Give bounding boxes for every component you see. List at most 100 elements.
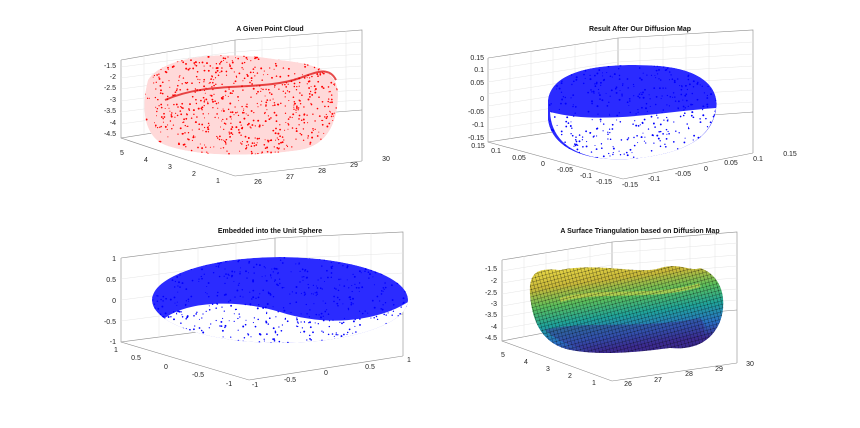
cloud-point (265, 279, 268, 282)
cloud-point (316, 73, 319, 76)
cloud-point (321, 339, 323, 342)
cloud-point (332, 319, 334, 321)
cloud-point (709, 121, 712, 124)
cloud-point (377, 262, 379, 265)
cloud-point (329, 148, 332, 151)
cloud-point (602, 75, 604, 77)
cloud-point (177, 285, 179, 287)
cloud-point (298, 263, 300, 265)
cloud-point (155, 106, 157, 108)
cloud-point (376, 295, 379, 298)
cloud-point (208, 327, 210, 329)
right-tick-label: -0.15 (622, 182, 638, 189)
cloud-ridge (164, 70, 337, 101)
left-tick-label: 0 (164, 364, 168, 371)
cloud-point (261, 100, 263, 102)
cloud-point (233, 271, 236, 273)
cloud-point (356, 337, 358, 339)
cloud-point (639, 77, 641, 79)
cloud-point (311, 93, 314, 96)
cloud-point (160, 69, 162, 71)
cloud-point (682, 99, 684, 101)
cloud-point (331, 265, 334, 267)
cloud-point (175, 312, 178, 314)
cloud-point (158, 145, 160, 147)
cloud-point (587, 91, 589, 94)
cloud-point (655, 69, 658, 72)
cloud-point (221, 110, 223, 112)
cloud-point (321, 58, 324, 61)
cloud-point (271, 268, 273, 270)
cloud-point (157, 319, 159, 322)
cloud-point (299, 92, 301, 94)
cloud-point (149, 67, 152, 70)
point-cloud-blue (548, 60, 719, 160)
cloud-point (291, 146, 293, 148)
cloud-point (565, 120, 568, 123)
cloud-point (281, 84, 284, 86)
cloud-point (221, 67, 223, 69)
cloud-point (269, 92, 271, 94)
cloud-point (161, 305, 164, 308)
cloud-point (252, 279, 255, 282)
cloud-point (189, 336, 191, 338)
cloud-point (283, 286, 285, 289)
cloud-point (707, 85, 709, 88)
cloud-point (218, 135, 221, 138)
cloud-point (555, 155, 557, 157)
cloud-point (318, 131, 320, 133)
cloud-point (717, 102, 719, 104)
cloud-point (153, 143, 155, 146)
cloud-point (184, 132, 186, 134)
cloud-point (667, 118, 669, 120)
cloud-point (243, 117, 246, 120)
cloud-point (684, 84, 687, 87)
cloud-point (411, 300, 413, 302)
cloud-point (298, 124, 300, 126)
cloud-point (683, 60, 685, 62)
cloud-point (559, 142, 562, 144)
cloud-point (669, 95, 672, 98)
cloud-point (274, 330, 277, 333)
cloud-point (146, 61, 149, 64)
cloud-point (201, 109, 203, 111)
cloud-point (682, 105, 685, 108)
cloud-point (558, 150, 560, 153)
cloud-point (162, 121, 164, 123)
cloud-point (237, 114, 240, 117)
cloud-point (381, 308, 384, 311)
cloud-point (269, 293, 272, 296)
cloud-point (399, 328, 402, 331)
cloud-point (260, 155, 262, 157)
cloud-point (350, 263, 352, 265)
cloud-point (656, 134, 659, 137)
cloud-point (675, 63, 677, 65)
cloud-point (677, 148, 679, 150)
cloud-point (385, 322, 387, 325)
cloud-point (217, 262, 219, 265)
cloud-point (301, 327, 304, 329)
cloud-point (273, 146, 275, 148)
cloud-point (201, 277, 203, 280)
cloud-point (584, 69, 587, 72)
cloud-point (160, 89, 162, 92)
cloud-point (191, 95, 194, 98)
cloud-point (403, 301, 405, 304)
cloud-point (672, 153, 675, 155)
cloud-point (185, 62, 187, 65)
cloud-point (184, 304, 187, 307)
cloud-point (186, 316, 189, 319)
chart-title: Result After Our Diffusion Map (589, 26, 691, 33)
cloud-point (145, 58, 148, 61)
cloud-point (216, 135, 218, 138)
cloud-point (330, 137, 333, 140)
cloud-point (274, 86, 276, 88)
cloud-point (316, 293, 318, 295)
cloud-point (284, 96, 286, 98)
cloud-point (190, 333, 193, 336)
cloud-point (325, 143, 328, 146)
cloud-point (263, 70, 265, 72)
cloud-point (329, 57, 332, 60)
cloud-point (595, 148, 598, 150)
cloud-point (272, 327, 275, 330)
